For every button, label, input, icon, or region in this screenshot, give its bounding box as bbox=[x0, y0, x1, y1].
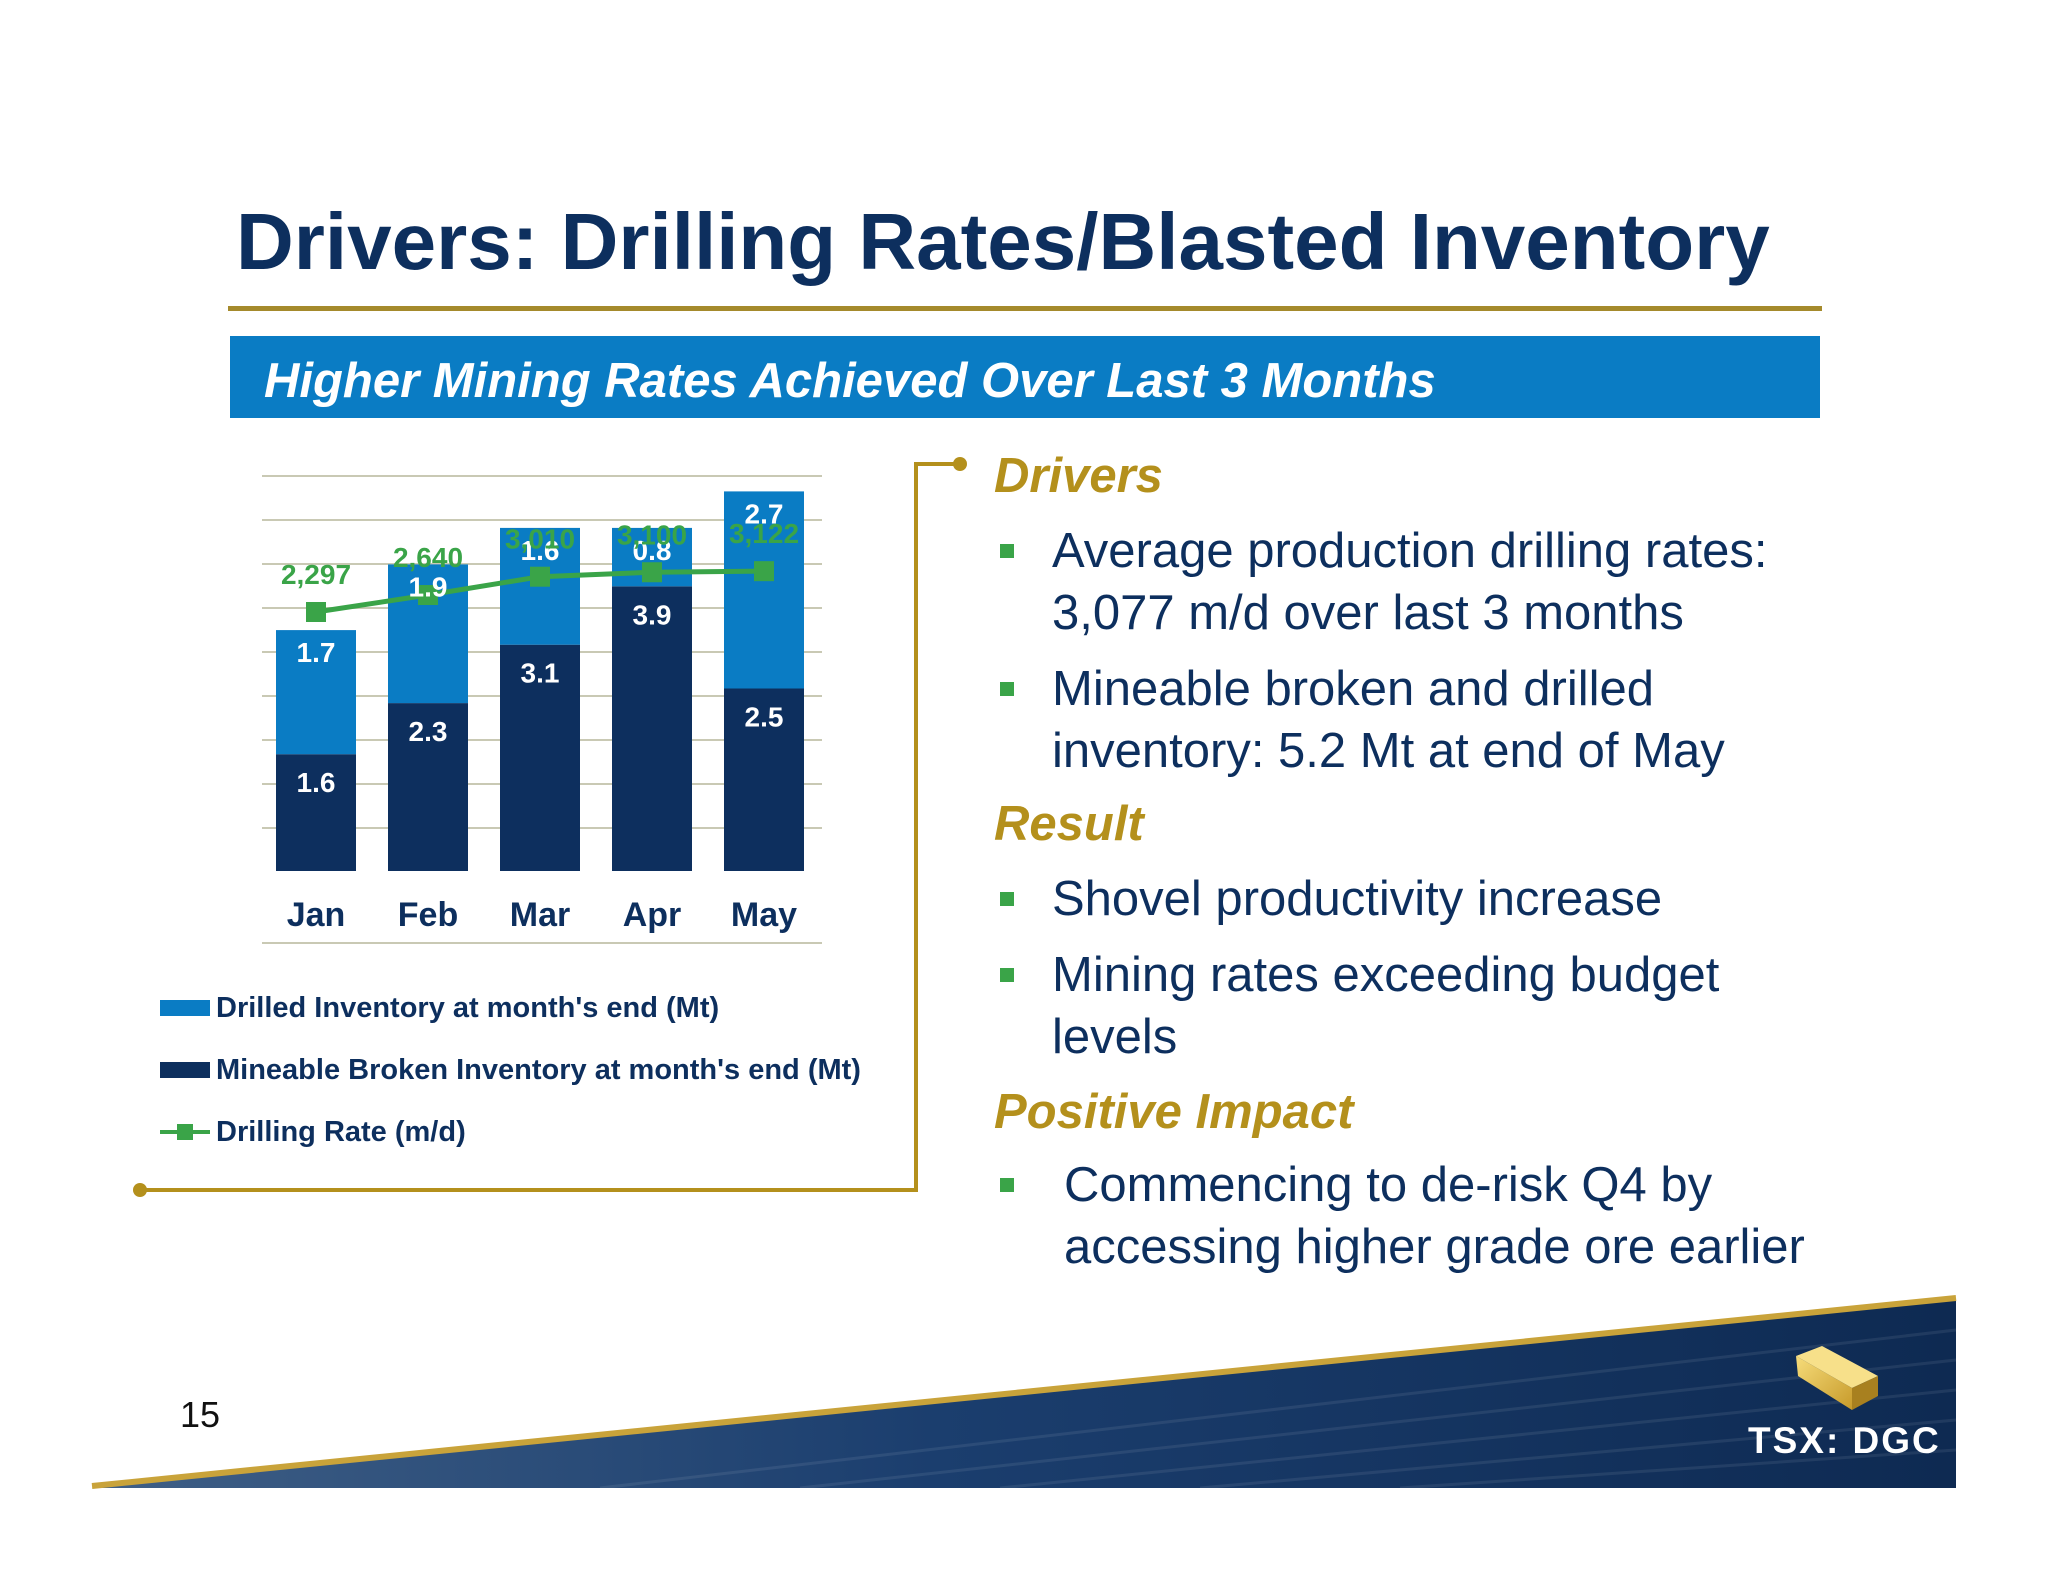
bullet-text: Shovel productivity increase bbox=[1052, 872, 1663, 926]
subtitle-banner: Higher Mining Rates Achieved Over Last 3… bbox=[230, 336, 1820, 418]
legend-label: Drilled Inventory at month's end (Mt) bbox=[216, 991, 720, 1024]
bar-drilled-inventory bbox=[276, 630, 356, 755]
bullet-item: Mineable broken and drilled inventory: 5… bbox=[1000, 658, 1850, 782]
bar-value-label-drilled: 1.6 bbox=[521, 535, 560, 566]
category-label: May bbox=[731, 896, 797, 934]
bar-value-label-drilled: 0.8 bbox=[633, 535, 672, 566]
legend-swatch-broken bbox=[160, 1062, 210, 1078]
slide-title: Drivers: Drilling Rates/Blasted Inventor… bbox=[236, 197, 1770, 286]
bullet-item: Shovel productivity increase bbox=[1000, 868, 1850, 930]
rate-value-label: 3,100 bbox=[617, 519, 687, 550]
bullet-text: Average production drilling rates: 3,077… bbox=[1052, 524, 1768, 640]
bullet-square-icon bbox=[1000, 1178, 1014, 1192]
bar-broken-inventory bbox=[612, 586, 692, 871]
bullet-square-icon bbox=[1000, 682, 1014, 696]
legend-swatch-drilled bbox=[160, 1000, 210, 1016]
bar-value-label-broken: 2.3 bbox=[409, 716, 448, 747]
category-label: Jan bbox=[287, 896, 346, 934]
rate-marker bbox=[418, 585, 438, 606]
legend-item-broken-inventory: Mineable Broken Inventory at month's end… bbox=[160, 1050, 861, 1090]
bullet-text: Mining rates exceeding budget levels bbox=[1052, 948, 1720, 1064]
section-heading-result: Result bbox=[994, 797, 1144, 851]
bullet-item: Average production drilling rates: 3,077… bbox=[1000, 520, 1850, 644]
connector-dot-right bbox=[953, 457, 967, 471]
bullet-item: Commencing to de-risk Q4 by accessing hi… bbox=[1000, 1154, 1850, 1278]
rate-value-label: 2,297 bbox=[281, 559, 351, 590]
legend-item-drilling-rate: Drilling Rate (m/d) bbox=[160, 1112, 466, 1152]
bar-value-label-broken: 1.6 bbox=[297, 767, 336, 798]
bar-value-label-broken: 2.5 bbox=[745, 702, 784, 733]
chart-rate-line bbox=[306, 561, 774, 622]
legend-item-drilled-inventory: Drilled Inventory at month's end (Mt) bbox=[160, 988, 719, 1028]
bar-broken-inventory bbox=[276, 754, 356, 871]
ticker-symbol: TSX: DGC bbox=[1748, 1420, 1941, 1461]
bar-value-label-drilled: 2.7 bbox=[745, 498, 784, 529]
rate-value-label: 2,640 bbox=[393, 542, 463, 573]
bullet-square-icon bbox=[1000, 544, 1014, 558]
bar-broken-inventory bbox=[388, 703, 468, 871]
connector-bracket bbox=[140, 462, 960, 1192]
bullet-item: Mining rates exceeding budget levels bbox=[1000, 944, 1850, 1068]
bar-broken-inventory bbox=[724, 688, 804, 871]
category-label: Apr bbox=[623, 896, 682, 934]
bar-value-label-broken: 3.1 bbox=[521, 658, 560, 689]
bullet-text: Commencing to de-risk Q4 by accessing hi… bbox=[1064, 1158, 1805, 1274]
rate-value-label: 3,010 bbox=[505, 524, 575, 555]
rate-marker bbox=[530, 566, 550, 587]
rate-marker bbox=[306, 602, 326, 622]
page-number: 15 bbox=[180, 1394, 221, 1435]
chart-labels: 1.6 1.7 Jan 2.3 1.9 Feb 3.1 1.6 Mar 3.9 0.8 Apr 2.5 2… bbox=[281, 498, 799, 934]
category-label: Mar bbox=[510, 896, 570, 934]
legend-label: Drilling Rate (m/d) bbox=[216, 1115, 466, 1148]
bullet-text: Mineable broken and drilled inventory: 5… bbox=[1052, 662, 1725, 778]
category-label: Feb bbox=[398, 896, 458, 934]
bar-broken-inventory bbox=[500, 644, 580, 871]
bar-drilled-inventory bbox=[724, 491, 804, 689]
connector-dot-left bbox=[133, 1183, 147, 1197]
rate-marker bbox=[754, 561, 774, 582]
rate-value-label: 3,122 bbox=[729, 518, 799, 549]
legend-swatch-rate bbox=[160, 1124, 210, 1140]
bullet-square-icon bbox=[1000, 968, 1014, 982]
footer-swoosh bbox=[91, 1295, 1957, 1490]
gold-bar-icon bbox=[1796, 1346, 1878, 1410]
subtitle-text: Higher Mining Rates Achieved Over Last 3… bbox=[264, 354, 1436, 408]
section-heading-positive-impact: Positive Impact bbox=[994, 1085, 1354, 1139]
bullet-square-icon bbox=[1000, 892, 1014, 906]
bar-value-label-drilled: 1.7 bbox=[297, 637, 336, 668]
bar-value-label-broken: 3.9 bbox=[633, 599, 672, 630]
title-divider bbox=[228, 306, 1822, 311]
legend-label: Mineable Broken Inventory at month's end… bbox=[216, 1053, 861, 1086]
bar-value-label-drilled: 1.9 bbox=[409, 571, 448, 602]
section-heading-drivers: Drivers bbox=[994, 449, 1163, 503]
rate-marker bbox=[642, 562, 662, 583]
chart-bars bbox=[276, 491, 804, 871]
